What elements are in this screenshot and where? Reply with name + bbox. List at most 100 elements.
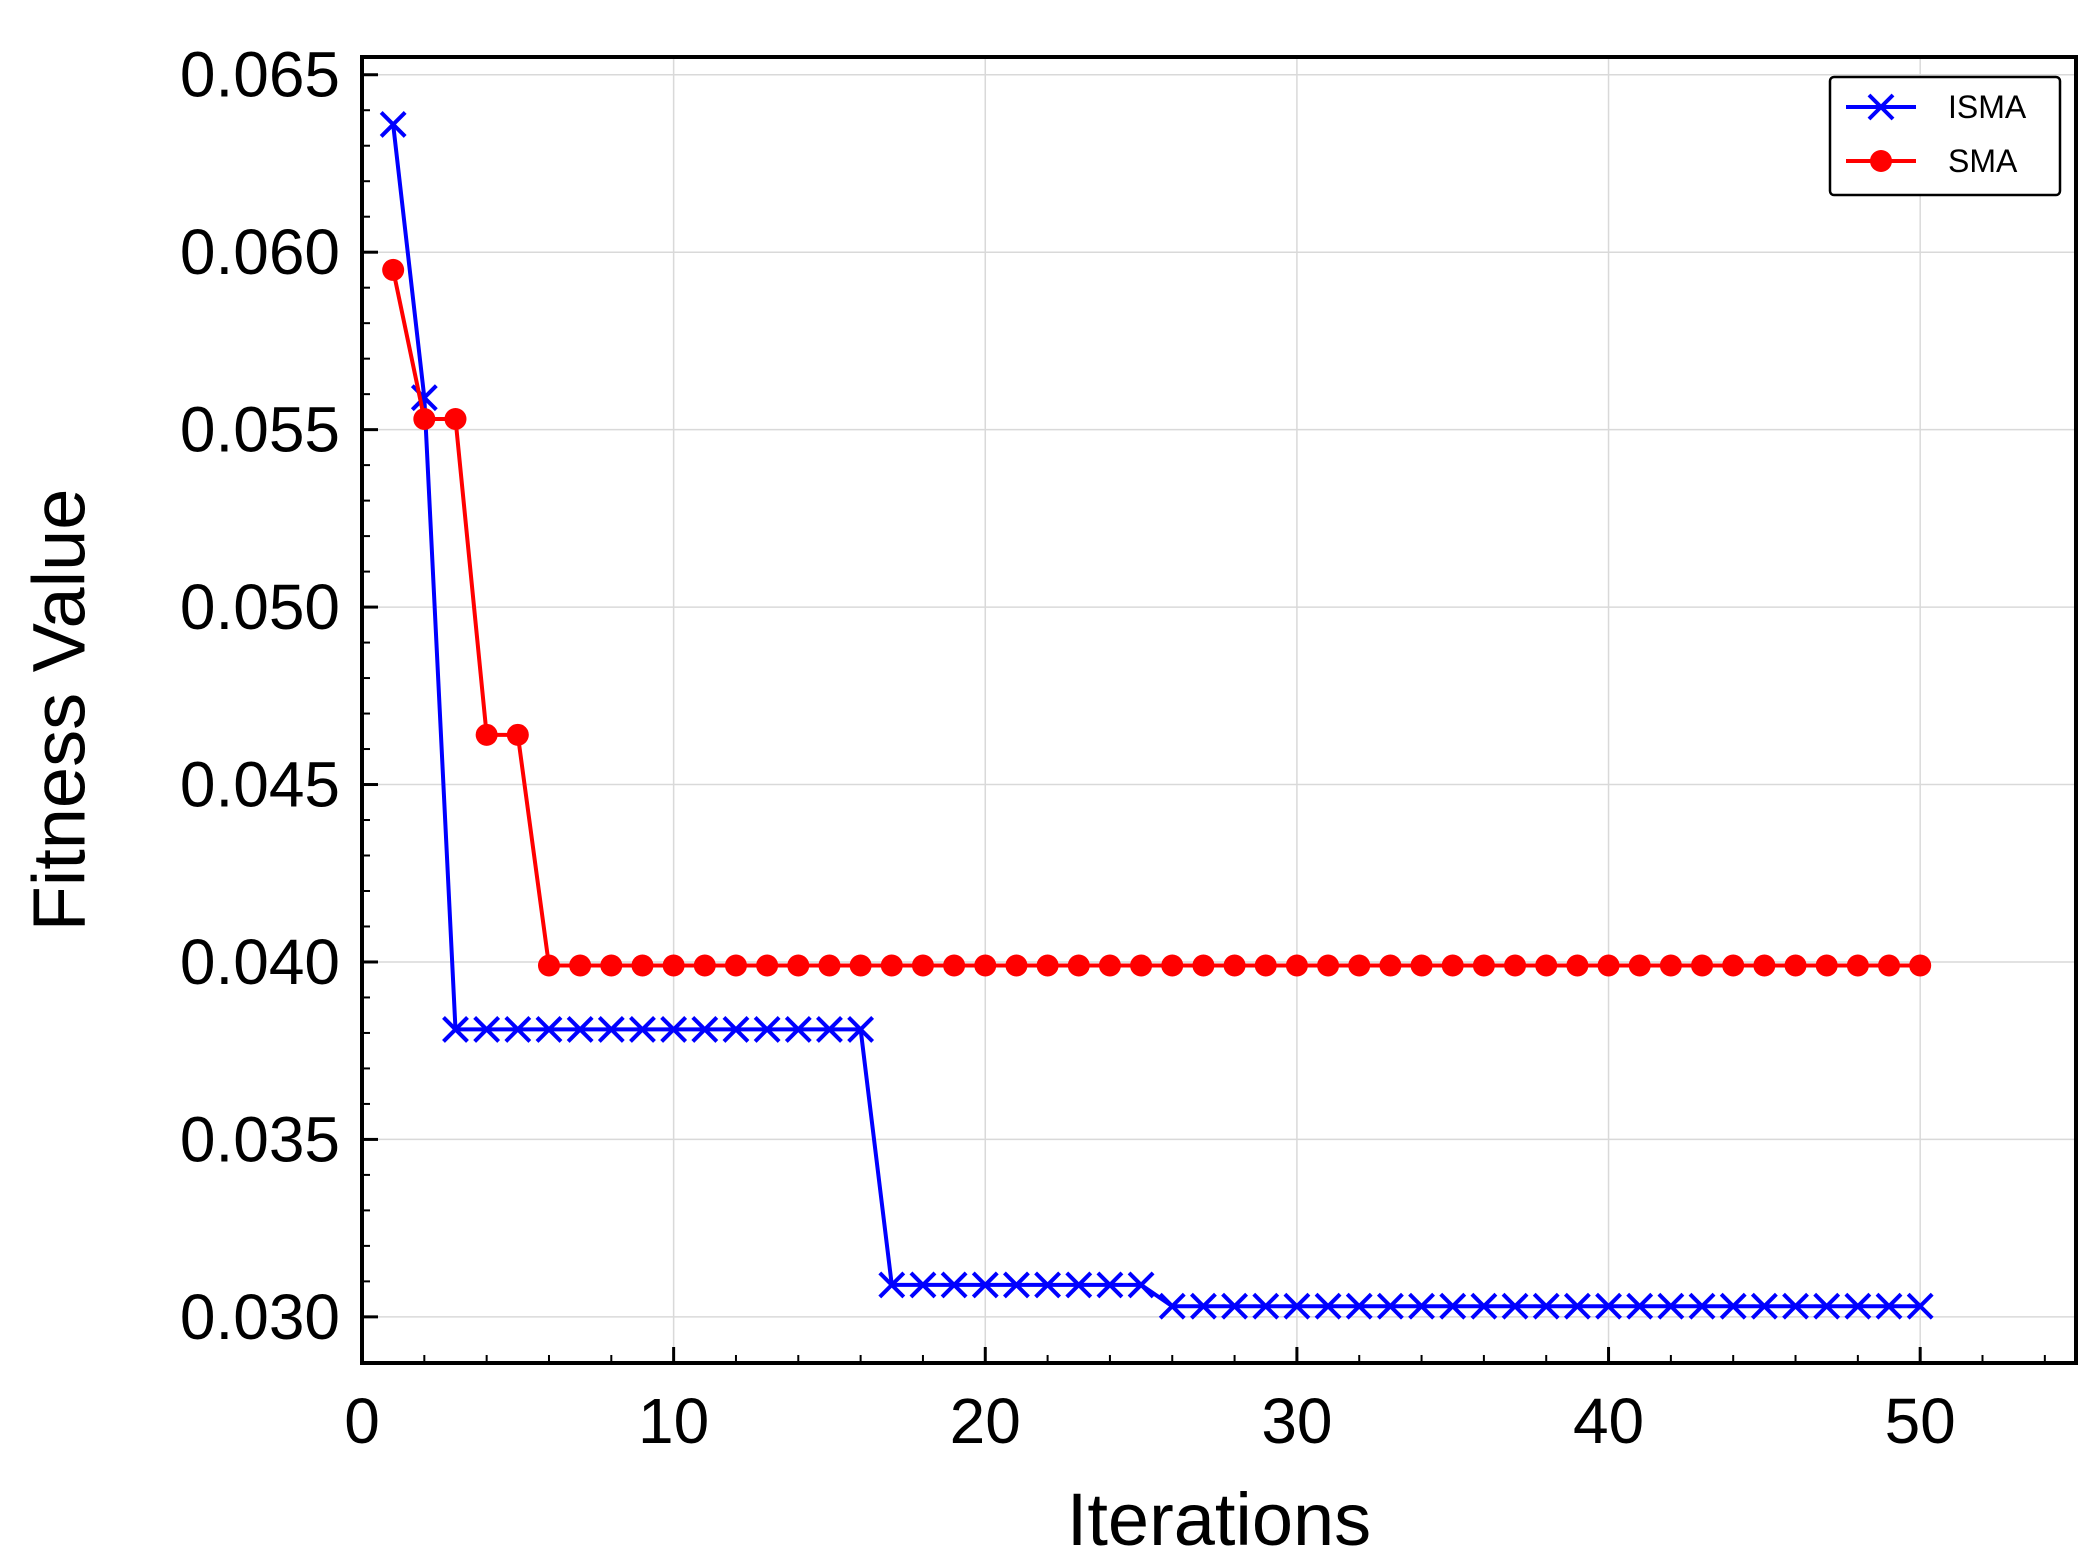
marker-stroke (1003, 1271, 1030, 1299)
data-point-isma (753, 1015, 781, 1043)
data-point-sma (1472, 954, 1495, 977)
marker-stroke (566, 1015, 594, 1043)
data-point-isma (660, 1015, 688, 1043)
y-tick-label: 0.035 (180, 1103, 340, 1175)
marker-stroke (1190, 1292, 1217, 1320)
grid (361, 57, 2076, 1363)
data-point-sma (537, 954, 560, 977)
data-point-isma (1501, 1292, 1529, 1320)
marker-stroke (1867, 93, 1895, 121)
marker-stroke (1563, 1292, 1591, 1320)
data-point-sma (506, 723, 529, 746)
data-point-sma (1285, 954, 1308, 977)
marker-stroke (1127, 1271, 1155, 1299)
data-point-sma (1441, 954, 1464, 977)
data-point-sma (1005, 954, 1028, 977)
data-point-sma (1659, 954, 1682, 977)
marker-stroke (629, 1015, 656, 1043)
data-point-sma (693, 954, 716, 977)
data-point-sma (1130, 954, 1153, 977)
y-tick-label: 0.065 (180, 39, 340, 111)
data-point-isma (722, 1015, 750, 1043)
data-point-isma (1314, 1292, 1342, 1320)
x-tick-label: 0 (344, 1385, 380, 1457)
y-tick-label: 0.045 (180, 749, 340, 821)
ticks: 0 10 20 30 40 50 0.030 0.035 0.040 0.045 0.050 0.05… (180, 39, 2046, 1457)
data-point-sma (1504, 954, 1527, 977)
data-point-sma (1535, 954, 1558, 977)
data-point-sma (382, 258, 405, 281)
data-point-sma (444, 407, 467, 430)
data-point-isma (784, 1015, 812, 1043)
legend-marker-sma (1870, 150, 1892, 172)
data-point-isma (847, 1015, 875, 1043)
data-point-isma (1906, 1292, 1934, 1320)
marker-stroke (1065, 1271, 1093, 1299)
data-point-sma (818, 954, 841, 977)
marker-stroke (940, 1271, 968, 1299)
data-point-sma (756, 954, 779, 977)
data-point-isma (1252, 1292, 1280, 1320)
y-tick-label: 0.055 (180, 394, 340, 466)
series-line-sma (391, 269, 1921, 968)
data-point-isma (1875, 1292, 1903, 1320)
series-isma (379, 111, 1934, 1320)
data-point-sma (974, 954, 997, 977)
x-tick-label: 10 (638, 1385, 709, 1457)
marker-stroke (1470, 1292, 1498, 1320)
data-point-isma (909, 1271, 937, 1299)
data-point-isma (504, 1015, 532, 1043)
data-point-isma (379, 111, 407, 138)
data-point-isma (1439, 1292, 1467, 1320)
data-point-sma (1566, 954, 1589, 977)
data-point-isma (535, 1015, 563, 1043)
data-point-sma (1846, 954, 1869, 977)
marker-stroke (1096, 1271, 1124, 1299)
data-point-sma (880, 954, 903, 977)
marker-stroke (1719, 1292, 1747, 1320)
data-point-isma (940, 1271, 968, 1299)
data-point-sma (787, 954, 810, 977)
marker-stroke (1501, 1292, 1529, 1320)
marker-stroke (1906, 1292, 1934, 1320)
data-point-isma (816, 1015, 843, 1043)
marker-stroke (660, 1015, 688, 1043)
data-point-isma (1657, 1292, 1685, 1320)
marker-stroke (1221, 1292, 1248, 1320)
x-tick-label: 50 (1885, 1385, 1956, 1457)
marker-stroke (722, 1015, 750, 1043)
data-point-isma (1688, 1292, 1716, 1320)
data-point-isma (1750, 1292, 1778, 1320)
marker-stroke (1782, 1292, 1809, 1320)
data-point-isma (1221, 1292, 1248, 1320)
legend-label-isma: ISMA (1948, 89, 2027, 125)
marker-stroke (1439, 1292, 1467, 1320)
marker-stroke (691, 1015, 719, 1043)
data-point-sma (1628, 954, 1651, 977)
marker-stroke (1626, 1292, 1654, 1320)
data-point-sma (1815, 954, 1838, 977)
data-point-isma (1595, 1292, 1622, 1320)
data-point-sma (1784, 954, 1807, 977)
x-tick-label: 40 (1573, 1385, 1644, 1457)
marker-stroke (1813, 1292, 1841, 1320)
data-point-sma (1192, 954, 1215, 977)
y-tick-label: 0.050 (180, 571, 340, 643)
data-point-sma (1753, 954, 1776, 977)
marker-stroke (1283, 1292, 1311, 1320)
series-line-isma (391, 124, 1921, 1309)
legend-label-sma: SMA (1948, 143, 2018, 179)
data-point-sma (569, 954, 592, 977)
series-sma (382, 258, 1932, 977)
marker-stroke (473, 1015, 501, 1043)
data-point-isma (1190, 1292, 1217, 1320)
legend-item-isma: ISMA (1846, 89, 2027, 125)
marker-stroke (816, 1015, 843, 1043)
marker-stroke (1345, 1292, 1373, 1320)
marker-stroke (1158, 1292, 1186, 1320)
data-point-sma (475, 723, 498, 746)
marker-stroke (1657, 1292, 1685, 1320)
marker-stroke (753, 1015, 781, 1043)
marker-stroke (1844, 1292, 1872, 1320)
marker-stroke (379, 111, 407, 138)
